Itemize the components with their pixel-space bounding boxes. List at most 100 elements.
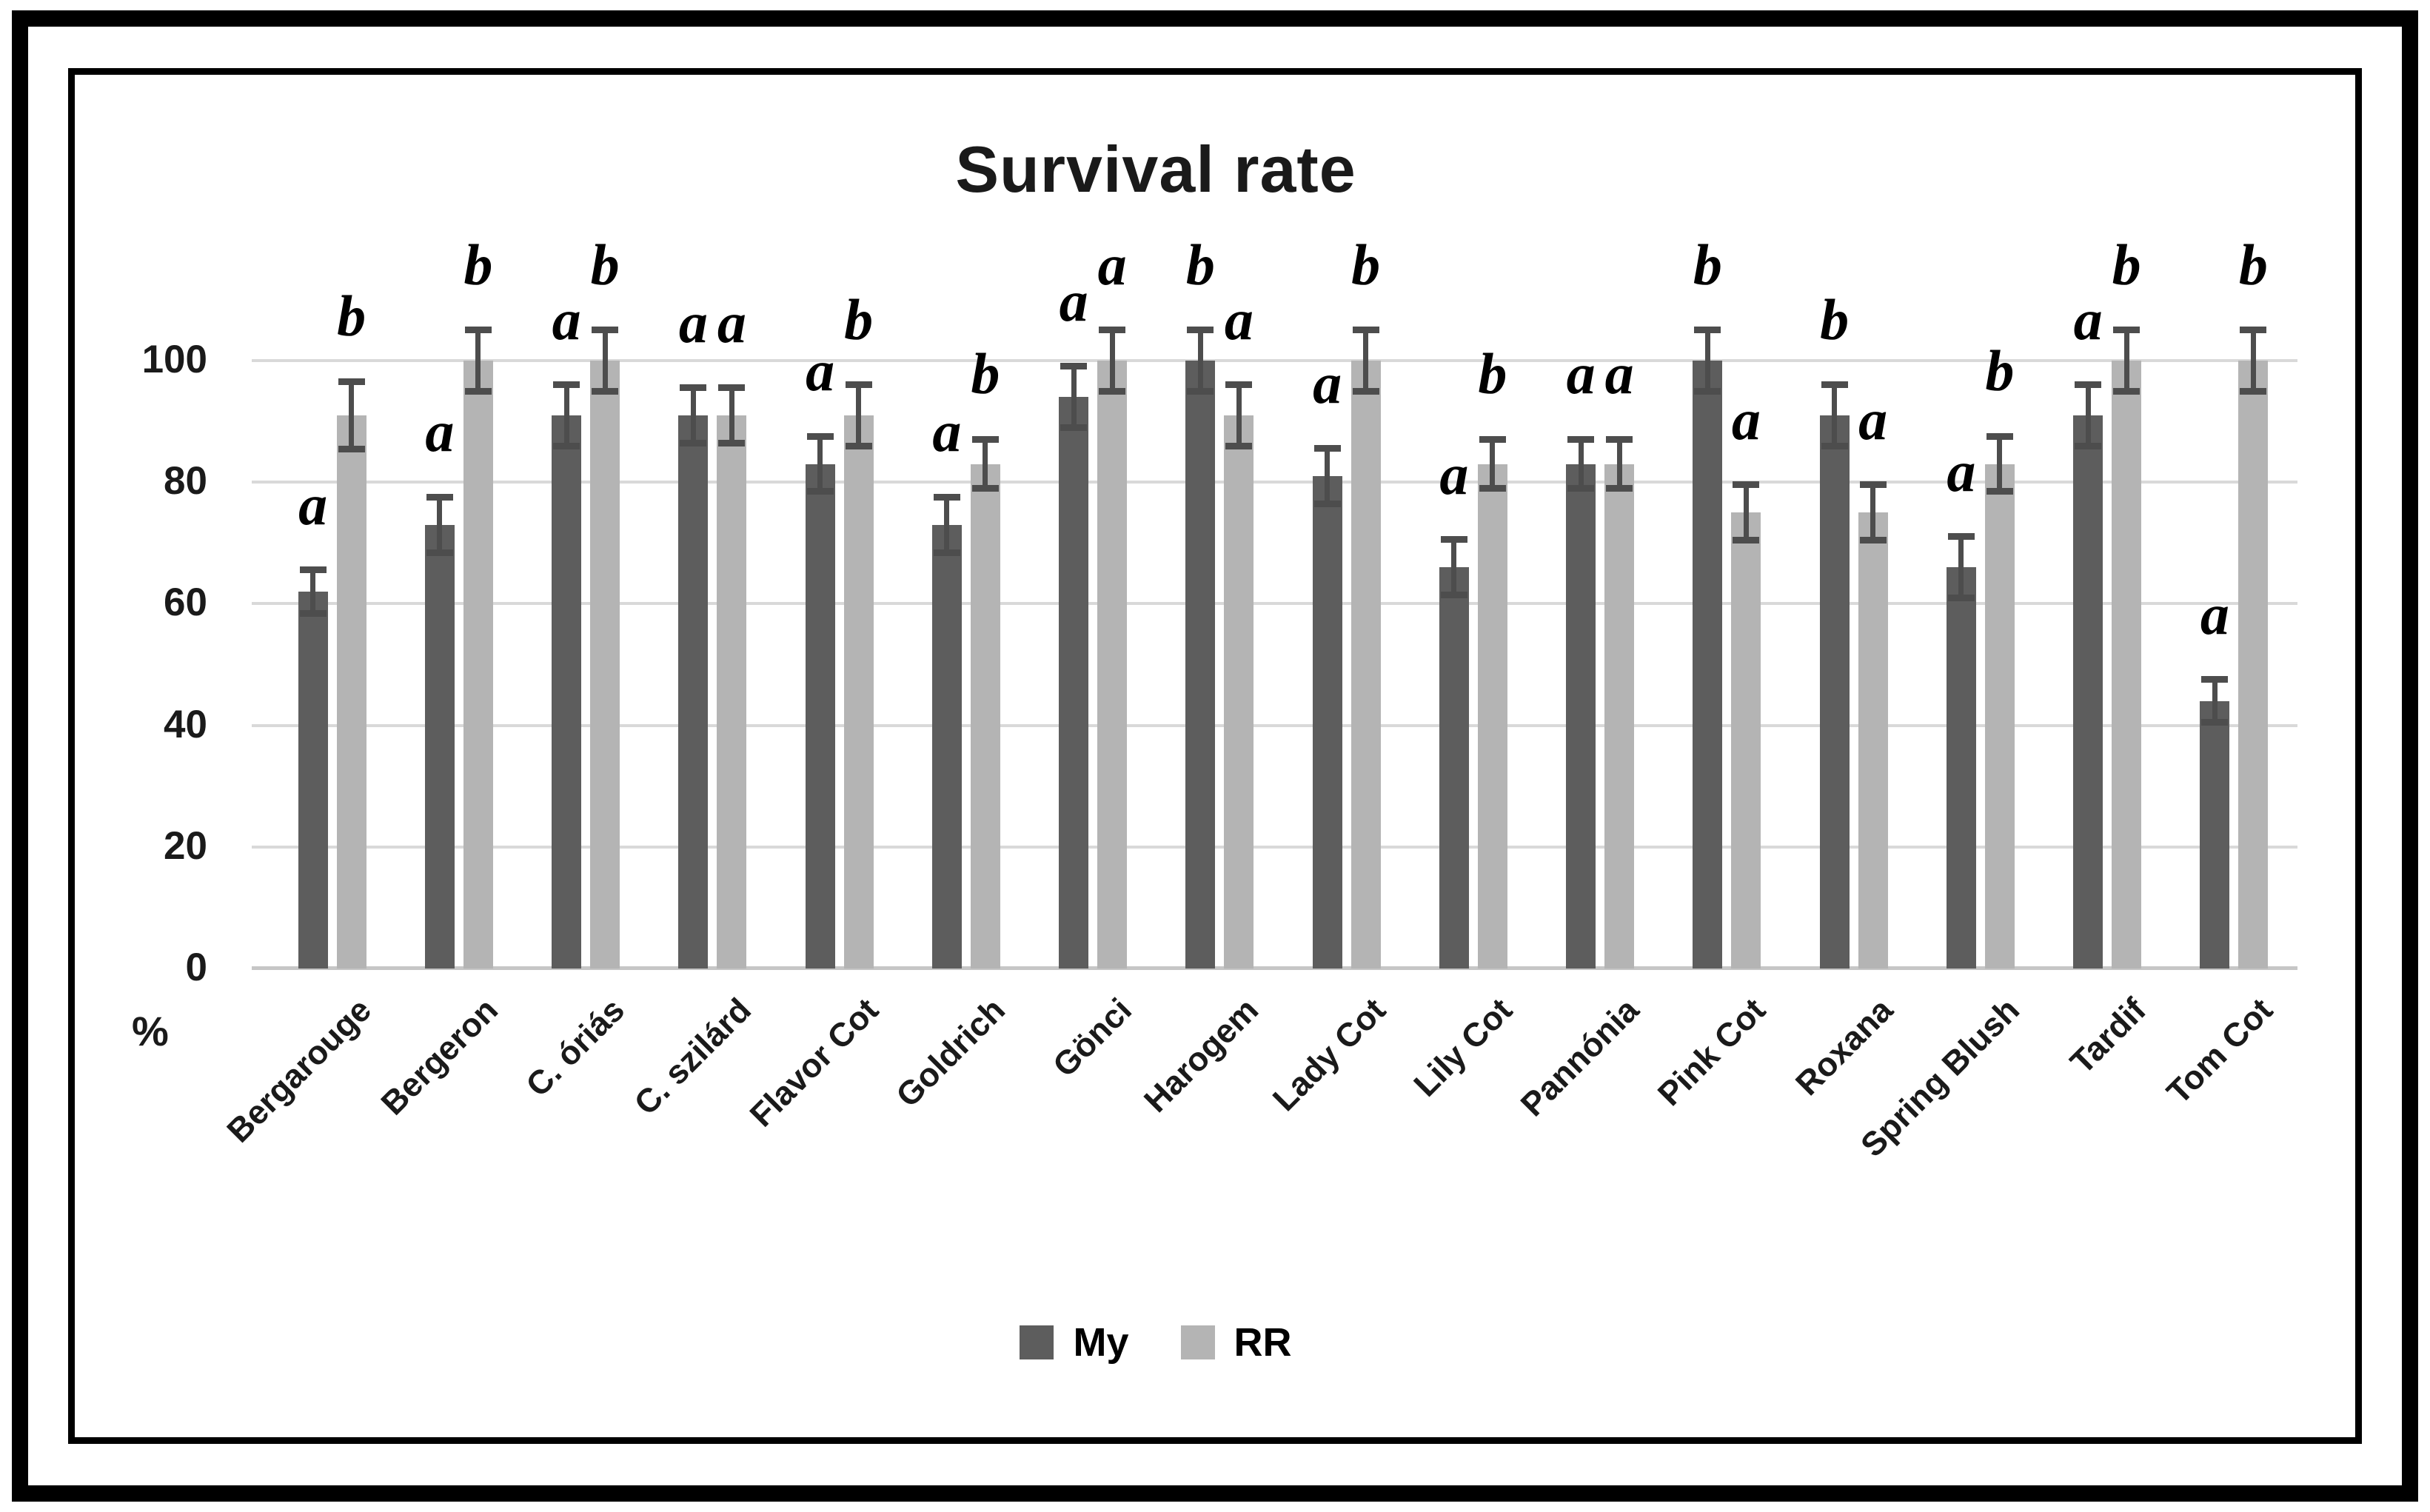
significance-letter-rr-6: a <box>1097 232 1127 297</box>
legend-label-rr: RR <box>1234 1320 1292 1365</box>
significance-letter-my-9: a <box>1439 441 1469 506</box>
error-bar-cap-bottom-rr-8 <box>1352 387 1379 395</box>
error-bar-cap-bottom-rr-2 <box>592 387 619 395</box>
significance-letter-rr-2: b <box>590 232 620 297</box>
significance-letter-rr-9: b <box>1478 341 1507 407</box>
error-bar-rr-12 <box>1870 488 1876 538</box>
bar-rr-15 <box>2238 361 2269 969</box>
error-bar-rr-3 <box>729 391 734 440</box>
error-bar-cap-top-rr-0 <box>338 378 365 385</box>
significance-letter-rr-8: b <box>1351 232 1381 297</box>
significance-letter-my-6: a <box>1059 268 1088 333</box>
error-bar-rr-2 <box>602 333 608 388</box>
error-bar-my-4 <box>817 439 823 489</box>
significance-letter-rr-11: a <box>1731 387 1761 452</box>
gridline-40 <box>252 723 2297 727</box>
chart-title: Survival rate <box>955 133 1356 206</box>
bar-my-1 <box>424 524 455 969</box>
bar-my-6 <box>1059 397 1089 969</box>
bar-group-goldrich: a b Goldrich <box>888 222 1029 1114</box>
error-bar-cap-top-rr-10 <box>1606 435 1633 443</box>
error-bar-cap-bottom-rr-12 <box>1859 537 1887 544</box>
error-bar-my-10 <box>1578 442 1584 486</box>
error-bar-cap-bottom-my-9 <box>1440 591 1467 598</box>
bar-rr-9 <box>1477 464 1507 969</box>
significance-letter-rr-15: b <box>2238 232 2268 297</box>
legend-item-rr: RR <box>1180 1319 1292 1365</box>
significance-letter-rr-3: a <box>717 290 746 355</box>
y-axis-unit-label: % <box>132 1008 169 1054</box>
significance-letter-rr-7: a <box>1224 287 1254 352</box>
bar-group-c-ri-s: a b C. óriás <box>518 222 649 1104</box>
gridline-20 <box>252 845 2297 849</box>
significance-letter-my-5: a <box>932 399 962 464</box>
error-bar-my-14 <box>2085 387 2091 443</box>
error-bar-rr-9 <box>1490 442 1496 486</box>
error-bar-cap-top-rr-7 <box>1225 381 1253 388</box>
error-bar-cap-top-rr-9 <box>1479 435 1506 443</box>
legend: My RR <box>0 1319 2312 1365</box>
error-bar-cap-bottom-my-6 <box>1060 424 1088 432</box>
significance-letter-my-15: a <box>2200 581 2229 646</box>
error-bar-cap-top-rr-11 <box>1733 481 1760 489</box>
bar-rr-0 <box>336 415 366 969</box>
bar-rr-7 <box>1224 415 1254 969</box>
significance-letter-rr-12: a <box>1858 387 1888 452</box>
significance-letter-my-4: a <box>806 338 835 404</box>
error-bar-rr-4 <box>856 387 862 443</box>
error-bar-cap-top-rr-13 <box>1986 432 2013 440</box>
bar-my-5 <box>931 524 962 969</box>
bar-my-0 <box>298 591 328 969</box>
y-axis-tick-label-100: 100 <box>141 338 207 381</box>
error-bar-cap-top-my-6 <box>1060 363 1088 370</box>
error-bar-rr-15 <box>2250 333 2256 388</box>
gridline-60 <box>252 602 2297 606</box>
bar-my-8 <box>1312 476 1342 969</box>
error-bar-cap-bottom-rr-9 <box>1479 485 1506 492</box>
error-bar-cap-bottom-my-15 <box>2201 719 2229 726</box>
bar-rr-11 <box>1731 512 1761 969</box>
significance-letter-my-14: a <box>2073 287 2103 352</box>
bar-rr-6 <box>1097 361 1128 969</box>
error-bar-rr-10 <box>1616 442 1622 486</box>
bar-rr-14 <box>2112 361 2142 969</box>
error-bar-cap-bottom-my-13 <box>1947 595 1975 602</box>
error-bar-cap-top-my-1 <box>426 493 453 501</box>
bar-rr-5 <box>970 464 1000 969</box>
error-bar-cap-top-my-14 <box>2075 381 2102 388</box>
error-bar-my-7 <box>1197 333 1203 388</box>
error-bar-cap-top-my-11 <box>1694 327 1721 334</box>
significance-letter-rr-0: b <box>337 284 366 349</box>
error-bar-cap-top-my-4 <box>806 432 834 440</box>
significance-letter-rr-13: b <box>1985 338 2015 404</box>
error-bar-my-8 <box>1325 452 1331 501</box>
bar-group-bergarouge: a b Bergarouge <box>219 222 395 1150</box>
error-bar-cap-bottom-rr-6 <box>1099 387 1126 395</box>
legend-label-my: My <box>1073 1320 1129 1365</box>
bar-group-spring-blush: a b Spring Blush <box>1853 222 2044 1164</box>
error-bar-rr-11 <box>1743 488 1749 538</box>
error-bar-my-3 <box>690 391 696 440</box>
error-bar-cap-top-my-15 <box>2201 676 2229 683</box>
significance-letter-my-11: b <box>1693 232 1722 297</box>
bar-rr-2 <box>590 361 620 969</box>
gridline-100 <box>252 359 2297 362</box>
bar-my-15 <box>2200 700 2230 969</box>
error-bar-cap-top-my-10 <box>1567 435 1595 443</box>
error-bar-cap-bottom-my-12 <box>1821 442 1848 449</box>
error-bar-my-6 <box>1071 369 1077 425</box>
y-axis-tick-label-0: 0 <box>185 946 207 989</box>
error-bar-cap-top-rr-5 <box>971 435 999 443</box>
bar-my-10 <box>1566 464 1596 969</box>
bar-my-2 <box>552 415 582 969</box>
significance-letter-my-1: a <box>425 399 455 464</box>
error-bar-my-0 <box>310 573 316 610</box>
y-axis-tick-label-20: 20 <box>164 823 207 868</box>
error-bar-cap-bottom-rr-4 <box>845 442 872 449</box>
error-bar-cap-top-rr-12 <box>1859 481 1887 489</box>
error-bar-rr-8 <box>1363 333 1369 388</box>
bar-my-7 <box>1185 361 1216 969</box>
bar-my-9 <box>1439 567 1469 969</box>
legend-swatch-rr <box>1180 1325 1215 1359</box>
error-bar-cap-bottom-my-1 <box>426 549 453 556</box>
